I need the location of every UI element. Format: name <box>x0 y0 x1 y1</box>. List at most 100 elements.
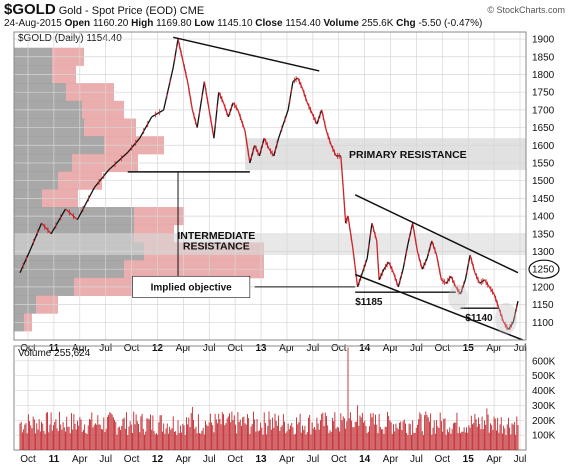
x-tick-label: Oct <box>20 343 36 354</box>
x-tick-label-bottom: Apr <box>279 454 295 465</box>
top-trendline <box>173 36 320 72</box>
x-tick-label-bottom: Jul <box>99 454 112 465</box>
x-tick-label: Oct <box>435 343 451 354</box>
price-segment <box>172 38 179 68</box>
price-segment <box>258 138 265 157</box>
price-segment <box>237 109 246 132</box>
x-tick-label: Apr <box>279 343 295 354</box>
price-segment <box>498 307 505 323</box>
price-segment <box>378 268 385 281</box>
price-segment <box>208 109 215 139</box>
volume-y-tick: 600K <box>532 356 556 367</box>
x-tick-label: Jul <box>410 343 423 354</box>
price-legend: $GOLD (Daily) 1154.40 <box>18 33 122 44</box>
x-tick-label-bottom: Apr <box>383 454 399 465</box>
x-tick-label: Jul <box>99 343 112 354</box>
price-segment <box>263 137 270 150</box>
bottom-highlight <box>495 302 518 335</box>
implied-objective-label: Implied objective <box>151 282 233 293</box>
x-tick-label-bottom: 14 <box>359 454 371 465</box>
volume-legend: Volume 255,624 <box>18 348 91 359</box>
x-tick-label-bottom: Jul <box>306 454 319 465</box>
y-tick-label: 1750 <box>532 88 555 99</box>
x-tick-label-bottom: Oct <box>20 454 36 465</box>
price-segment <box>316 109 323 125</box>
price-segment <box>268 148 275 157</box>
price-segment <box>371 223 378 242</box>
price-segment <box>50 208 67 235</box>
close-value: 1154.40 <box>285 18 321 29</box>
price-segment <box>479 279 485 284</box>
y-tick-label: 1700 <box>532 105 555 116</box>
low-value: 1145.10 <box>217 18 253 29</box>
y-tick-label: 1350 <box>532 229 555 240</box>
circled-level-1250 <box>528 259 560 279</box>
y-tick-label: 1600 <box>532 141 555 152</box>
price-segment <box>503 321 509 330</box>
volume-value: 255.6K <box>361 18 394 29</box>
lower-channel-line <box>354 273 524 341</box>
quote-date: 24-Aug-2015 <box>4 18 62 29</box>
price-segment <box>177 38 184 61</box>
y-tick-label: 1650 <box>532 123 555 134</box>
price-segment <box>297 77 304 89</box>
price-segment <box>93 169 110 189</box>
price-segment <box>191 109 198 128</box>
price-segment <box>301 88 308 104</box>
price-segment <box>469 254 476 273</box>
y-tick-label: 1850 <box>532 52 555 63</box>
price-segment <box>28 222 43 252</box>
price-segment <box>218 91 225 104</box>
volume-y-tick: 100K <box>532 431 556 442</box>
y-tick-label: 1550 <box>532 158 555 169</box>
price-segment <box>254 145 261 157</box>
price-segment <box>388 261 395 274</box>
price-segment <box>342 187 347 224</box>
x-tick-label-bottom: 13 <box>255 454 267 465</box>
exchange: CME <box>179 5 205 17</box>
price-segment <box>483 279 490 288</box>
x-tick-label-bottom: Oct <box>227 454 243 465</box>
price-segment <box>292 77 299 83</box>
price-segment <box>227 102 234 118</box>
price-segment <box>139 116 153 139</box>
high-label: High <box>131 18 154 29</box>
x-tick-label-bottom: 12 <box>152 454 164 465</box>
price-segment <box>321 109 328 132</box>
x-tick-label: Apr <box>72 343 88 354</box>
price-segment <box>325 130 332 146</box>
price-segment <box>182 60 189 82</box>
price-segment <box>232 102 239 111</box>
volume-y-tick: 400K <box>532 386 556 397</box>
intermediate-resistance-band <box>14 233 526 256</box>
x-tick-label: Apr <box>383 343 399 354</box>
bottom-highlight <box>448 284 469 311</box>
x-tick-label-bottom: Oct <box>435 454 451 465</box>
x-tick-label: 15 <box>463 343 475 354</box>
x-tick-label: 13 <box>255 343 267 354</box>
x-tick-label-bottom: Jul <box>514 454 527 465</box>
price-segment <box>464 254 471 280</box>
price-segment <box>397 269 404 288</box>
primary-resistance-band <box>245 138 527 171</box>
price-segment <box>108 151 129 171</box>
price-segment <box>383 261 390 270</box>
price-segment <box>474 272 481 284</box>
price-grid: 1100115012001250130013501400145015001550… <box>14 32 555 465</box>
open-value: 1160.20 <box>92 18 129 29</box>
y-tick-label: 1200 <box>532 282 555 293</box>
x-tick-label-bottom: Oct <box>331 454 347 465</box>
price-segment <box>412 223 419 252</box>
upper-channel-line <box>354 194 519 274</box>
price-segment <box>277 109 289 139</box>
x-tick-label: Oct <box>124 343 140 354</box>
price-segment <box>421 258 428 270</box>
x-tick-label: 11 <box>49 343 60 354</box>
price-segment <box>273 138 280 157</box>
change-value: -5.50 (-0.47%) <box>418 18 483 29</box>
price-segment <box>402 244 409 270</box>
price-segment <box>450 276 457 288</box>
price-segment <box>311 113 318 125</box>
implied-objective-box <box>132 275 251 298</box>
price-segment <box>76 187 95 220</box>
